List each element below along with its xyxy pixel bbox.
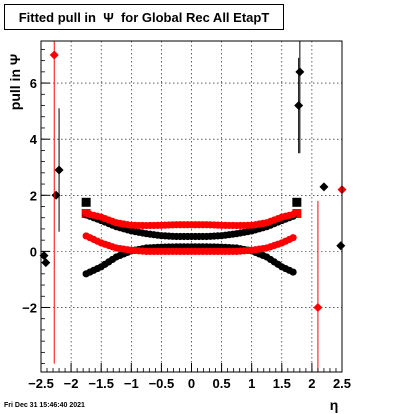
diamond-point bbox=[54, 165, 64, 175]
y-tick-label-1: 0 bbox=[30, 244, 37, 259]
x-tick-label-2: −1.5 bbox=[88, 376, 114, 391]
diamond-point bbox=[319, 182, 329, 192]
diamond-point bbox=[313, 302, 323, 312]
x-axis-label: η bbox=[330, 397, 339, 413]
diamond-point bbox=[49, 50, 59, 60]
x-tick-label-10: 2.5 bbox=[333, 376, 351, 391]
square-point bbox=[292, 197, 302, 207]
square-point bbox=[81, 197, 91, 207]
band-point-lower bbox=[289, 234, 297, 242]
y-tick-label-0: −2 bbox=[22, 300, 37, 315]
diamond-point bbox=[295, 67, 305, 77]
x-tick-label-1: −2 bbox=[64, 376, 79, 391]
timestamp: Fri Dec 31 15:46:40 2021 bbox=[4, 402, 85, 409]
x-tick-label-8: 1.5 bbox=[273, 376, 291, 391]
x-tick-label-3: −1 bbox=[124, 376, 139, 391]
data-marks bbox=[39, 41, 347, 372]
x-tick-label-9: 2 bbox=[308, 376, 315, 391]
diamond-point bbox=[336, 241, 346, 251]
band-point-lower bbox=[289, 268, 297, 276]
y-tick-label-2: 2 bbox=[30, 188, 37, 203]
x-tick-label-4: −0.5 bbox=[149, 376, 175, 391]
y-axis-label: pull in Ψ bbox=[7, 54, 23, 110]
diamond-point bbox=[39, 251, 49, 261]
x-tick-label-0: −2.5 bbox=[28, 376, 54, 391]
diamond-point bbox=[41, 258, 51, 268]
grid-lines bbox=[41, 41, 342, 372]
diamond-point bbox=[294, 101, 304, 111]
x-tick-label-7: 1 bbox=[248, 376, 255, 391]
band-point-upper bbox=[289, 210, 297, 219]
axes: −2.5 −2 −1.5 −1 −0.5 0 0.5 1 1.5 2 2.5 −2 0 2 4 6 bbox=[22, 40, 351, 391]
x-tick-label-5: 0 bbox=[188, 376, 195, 391]
y-tick-label-3: 4 bbox=[30, 132, 38, 147]
y-tick-label-4: 6 bbox=[30, 76, 37, 91]
x-tick-label-6: 0.5 bbox=[213, 376, 231, 391]
square-point bbox=[292, 209, 302, 219]
chart-title: Fitted pull in Ψ for Global Rec All Etap… bbox=[4, 4, 284, 30]
